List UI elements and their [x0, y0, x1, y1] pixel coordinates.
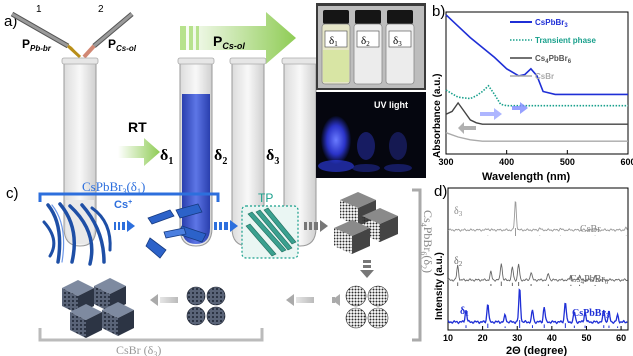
legend-label-transient: Transient phase: [535, 36, 596, 45]
chart-b-frame: [445, 11, 629, 155]
tp-label: TP: [258, 191, 273, 205]
p-csol-arrow-label: PCs-ol: [213, 33, 245, 51]
x-tick-label: 400: [499, 157, 514, 167]
nanoplatelets: [145, 203, 207, 259]
panel-d-label: d): [434, 183, 447, 200]
legend-label-cspbbr3: CsPbBr3: [535, 18, 568, 29]
arrow-left-3-tail: [160, 297, 178, 303]
arrow-left-3: [150, 294, 158, 306]
tube-label-3: δ3: [266, 147, 279, 167]
panel-a: a) 1 2 PPb-br PCs-ol RT: [4, 3, 426, 247]
cspbbr3-bracket: [38, 192, 220, 202]
pipette-cs-ol: [82, 12, 134, 59]
panel-d: d) Intensity (a.u.) 2Θ (degree) 10 20 30 40…: [434, 183, 629, 356]
arrow-left-2-tail: [296, 297, 314, 303]
p-csol-arrow: PCs-ol: [180, 12, 296, 64]
panel-c-label: c): [6, 185, 19, 202]
x-tick-label: 40: [547, 333, 557, 343]
csbr-label: CsBr (δ3): [116, 343, 161, 356]
cs4pbbr6-label: Cs4PbBr6(δ2): [419, 210, 435, 273]
chart-d-xlabel: 2Θ (degree): [506, 345, 567, 356]
rt-label: RT: [128, 119, 147, 135]
arrow-to-tp: [214, 220, 238, 232]
chart-b-ticks: 300 400 500 600: [438, 150, 633, 167]
x-tick-label: 600: [620, 157, 633, 167]
vial-label-3: δ3: [393, 35, 402, 48]
panel-b-label: b): [432, 3, 445, 20]
chart-b-legend: CsPbBr3 Transient phase Cs4PbBr6 CsBr: [510, 18, 596, 81]
chart-d-frame: [447, 187, 629, 331]
vial-label-2: δ2: [361, 35, 370, 48]
trace-label-d2: δ2: [454, 256, 463, 268]
trace-ref-csbr: CsBr: [580, 224, 601, 235]
arrow-down: [360, 260, 374, 278]
pipette-pb-br: [10, 11, 82, 59]
x-tick-label: 20: [478, 333, 488, 343]
xrd-trace-2: [447, 263, 628, 283]
series-line-1: [445, 14, 628, 96]
cs4pbbr6-cubes: [334, 192, 398, 254]
x-tick-label: 60: [616, 333, 626, 343]
chart-d-ylabel: Intensity (a.u.): [434, 252, 445, 320]
csbr-bracket: [38, 328, 264, 342]
xrd-trace-3: [447, 201, 628, 232]
cluster-particles: [186, 286, 226, 326]
pipette-1-number: 1: [36, 4, 42, 15]
vial-label-1: δ1: [329, 35, 338, 48]
trace-ref-cspbbr3: CsPbBr3: [572, 308, 610, 320]
cspbbr3-label: CsPbBr3(δ1): [82, 179, 145, 196]
vials-photo: δ1 δ2 δ3: [316, 3, 426, 90]
cs-plus-label: Cs+: [114, 199, 132, 211]
uv-light-label: UV light: [374, 100, 408, 110]
trace-label-d3: δ3: [454, 206, 463, 218]
panel-b: b) Absorbance (a.u.) Wavelength (nm) 300…: [432, 3, 633, 183]
chart-b-xlabel: Wavelength (nm): [482, 171, 571, 183]
nanowires: [42, 202, 112, 266]
p-pbbr-label: PPb-br: [22, 37, 52, 53]
x-tick-label: 50: [581, 333, 591, 343]
chart-b-ylabel: Absorbance (a.u.): [432, 74, 443, 158]
x-tick-label: 30: [512, 333, 522, 343]
tp-rods: [245, 207, 297, 257]
p-csol-label: PCs-ol: [108, 37, 137, 53]
chart-d-plot: [447, 201, 628, 328]
dissolved-particles: [345, 285, 389, 329]
x-tick-label: 10: [443, 333, 453, 343]
pipette-2-number: 2: [98, 4, 104, 15]
legend-label-cs4pbbr6: Cs4PbBr6: [535, 54, 572, 65]
rt-arrow: RT: [118, 119, 160, 166]
arrow-left-2: [286, 294, 294, 306]
x-tick-label: 500: [560, 157, 575, 167]
x-tick-label: 300: [438, 157, 453, 167]
series-line-4: [445, 132, 628, 142]
uv-photo: UV light: [316, 92, 426, 178]
series-line-2: [445, 84, 628, 107]
trace-label-d1: δ1: [460, 306, 469, 318]
xrd-trace-1: [447, 288, 628, 325]
cs-arrow: [114, 220, 135, 232]
trace-ref-cs4pbbr6: Cs4PbBr6: [570, 274, 609, 286]
tube-delta-1: [177, 57, 215, 247]
series-line-3: [445, 101, 628, 125]
legend-label-csbr: CsBr: [535, 72, 554, 81]
chart-b-arrows: [458, 102, 528, 134]
arrow-left-1: [332, 294, 340, 306]
cs4pbbr6-bracket: [412, 188, 422, 342]
csbr-cubes: [62, 278, 134, 338]
tube-label-1: δ1: [160, 147, 173, 167]
arrow-to-cubes: [304, 220, 328, 232]
tube-label-2: δ2: [214, 147, 227, 167]
chart-d-ticks: 10 20 30 40 50 60: [443, 326, 626, 343]
chart-b-plot: [445, 14, 628, 142]
panel-c: c) CsPbBr3(δ1) Cs+: [6, 179, 435, 356]
